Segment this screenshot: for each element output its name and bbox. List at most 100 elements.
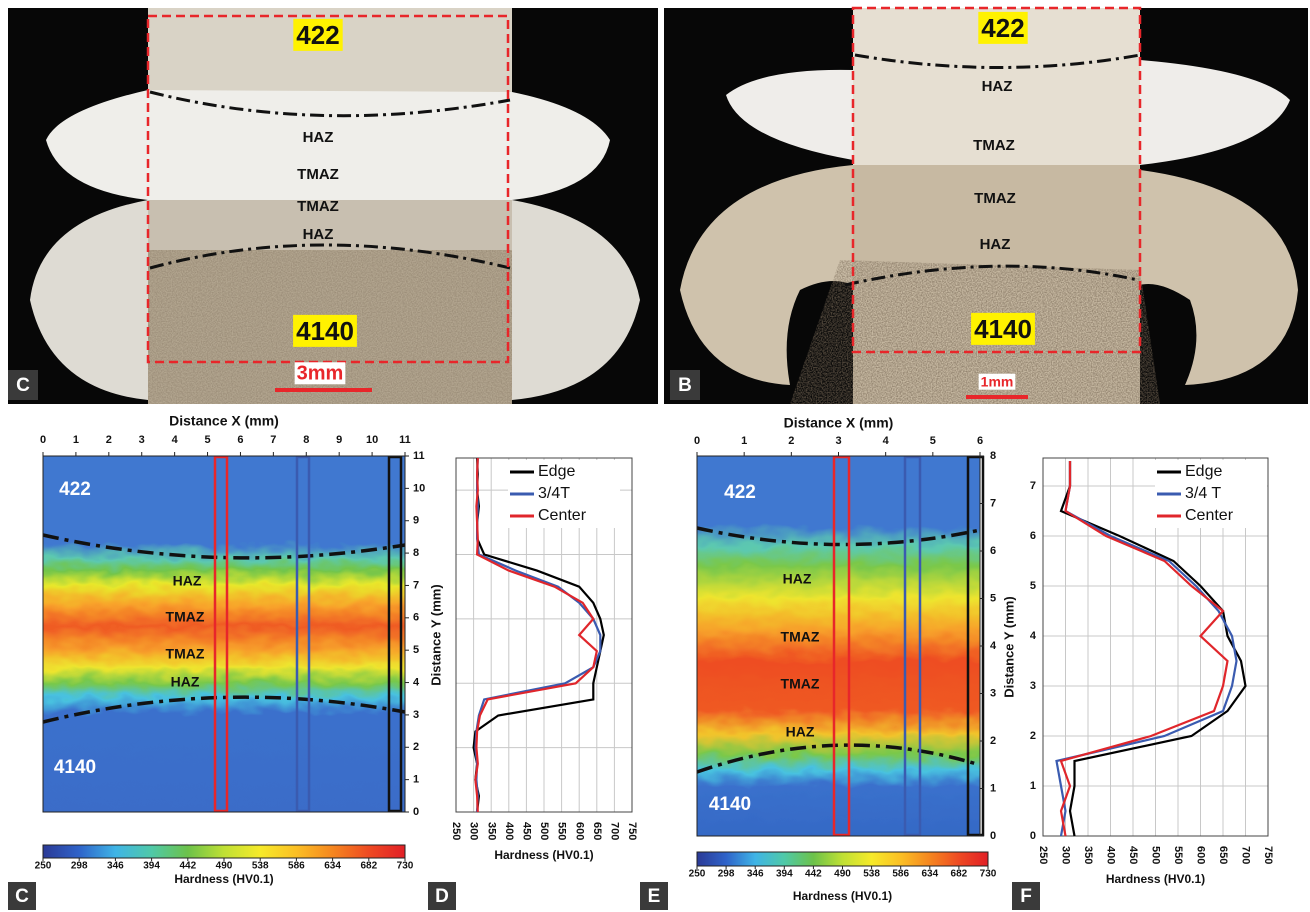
y-tick-label: 11 [413,450,425,462]
panel-letter: F [1020,886,1032,907]
x-tick-label: 650 [1217,846,1229,864]
scale-bar-label: 1mm [981,374,1014,390]
legend-label: Center [538,507,587,524]
zone-label: TMAZ [974,190,1016,207]
x-axis-title: Hardness (HV0.1) [1106,872,1205,886]
panel-letter: C [15,886,29,907]
legend-label: Center [1185,507,1234,524]
colorbar-tick-label: 346 [747,869,764,880]
y-tick-label: 6 [1030,530,1036,542]
colorbar-tick-label: 394 [143,861,160,872]
colorbar-tick-label: 538 [863,869,880,880]
colorbar-title: Hardness (HV0.1) [793,889,892,903]
zone-label: 422 [59,479,91,500]
x-tick-label: 0 [694,435,700,447]
y-tick-label: 7 [990,497,996,509]
x-tick-label: 5 [930,435,936,447]
y-tick-label: 7 [413,579,419,591]
colorbar-tick-label: 586 [892,869,909,880]
colorbar-tick-label: 730 [397,861,414,872]
zone-label: TMAZ [166,609,205,625]
x-tick-label: 750 [1262,846,1274,864]
x-tick-label: 500 [538,822,550,840]
legend-label: Edge [538,463,575,480]
zone-label: 4140 [54,757,96,778]
legend-label: Edge [1185,463,1222,480]
x-tick-label: 300 [1060,846,1072,864]
material-label: 4140 [296,316,354,346]
y-tick-label: 1 [1030,780,1036,792]
x-tick-label: 4 [172,434,179,446]
y-axis-title: Distance Y (mm) [428,584,443,685]
colorbar-tick-label: 442 [805,869,822,880]
material-label: 422 [981,13,1024,43]
x-tick-label: 700 [1240,846,1252,864]
colorbar [43,845,405,858]
y-tick-label: 4 [990,640,997,652]
colorbar-title: Hardness (HV0.1) [174,872,273,886]
x-tick-label: 250 [1037,846,1049,864]
zone-label: TMAZ [973,137,1015,154]
colorbar-tick-label: 538 [252,861,269,872]
zone-label: TMAZ [781,629,820,645]
zone-label: 4140 [709,794,751,815]
x-tick-label: 5 [204,434,210,446]
colorbar-tick-label: 490 [216,861,233,872]
colorbar-tick-label: 634 [324,861,341,872]
zone-label: TMAZ [166,646,205,662]
y-tick-label: 2 [990,735,996,747]
y-tick-label: 2 [1030,730,1036,742]
x-axis-title: Hardness (HV0.1) [494,848,593,862]
x-tick-label: 9 [336,434,342,446]
x-tick-label: 350 [1082,846,1094,864]
panel-letter: C [16,375,30,396]
x-tick-label: 2 [106,434,112,446]
y-tick-label: 5 [990,592,996,604]
x-tick-label: 250 [450,822,462,840]
zone-label: TMAZ [297,198,339,215]
zone-label: HAZ [173,573,202,589]
x-tick-label: 450 [1127,846,1139,864]
colorbar-tick-label: 394 [776,869,793,880]
x-tick-label: 650 [591,822,603,840]
x-tick-label: 6 [237,434,243,446]
x-tick-label: 2 [788,435,794,447]
y-tick-label: 0 [990,830,996,842]
y-tick-label: 3 [990,687,996,699]
x-axis-title: Distance X (mm) [169,413,279,429]
x-tick-label: 550 [1172,846,1184,864]
y-tick-label: 3 [413,709,419,721]
y-tick-label: 2 [413,741,419,753]
y-tick-label: 5 [1030,580,1036,592]
colorbar-tick-label: 298 [718,869,735,880]
y-tick-label: 0 [413,806,419,818]
zone-label: HAZ [980,236,1011,253]
x-tick-label: 4 [883,435,890,447]
colorbar-tick-label: 586 [288,861,305,872]
y-tick-label: 9 [413,515,419,527]
heatmap-field [687,446,990,846]
x-tick-label: 0 [40,434,46,446]
legend-label: 3/4T [538,485,570,502]
material-label: 422 [296,20,339,50]
colorbar-tick-label: 250 [689,869,706,880]
x-tick-label: 700 [608,822,620,840]
x-tick-label: 400 [1105,846,1117,864]
colorbar-tick-label: 730 [980,869,997,880]
y-tick-label: 1 [990,782,996,794]
y-tick-label: 4 [1030,630,1037,642]
y-tick-label: 0 [1030,830,1036,842]
x-tick-label: 3 [835,435,841,447]
x-tick-label: 10 [366,434,378,446]
x-tick-label: 7 [270,434,276,446]
colorbar-tick-label: 634 [921,869,938,880]
x-tick-label: 3 [139,434,145,446]
legend-label: 3/4 T [1185,485,1221,502]
y-tick-label: 3 [1030,680,1036,692]
x-tick-label: 11 [399,434,411,446]
x-tick-label: 550 [556,822,568,840]
x-tick-label: 300 [468,822,480,840]
zone-label: 422 [724,482,756,503]
y-tick-label: 5 [413,644,419,656]
x-tick-label: 450 [520,822,532,840]
